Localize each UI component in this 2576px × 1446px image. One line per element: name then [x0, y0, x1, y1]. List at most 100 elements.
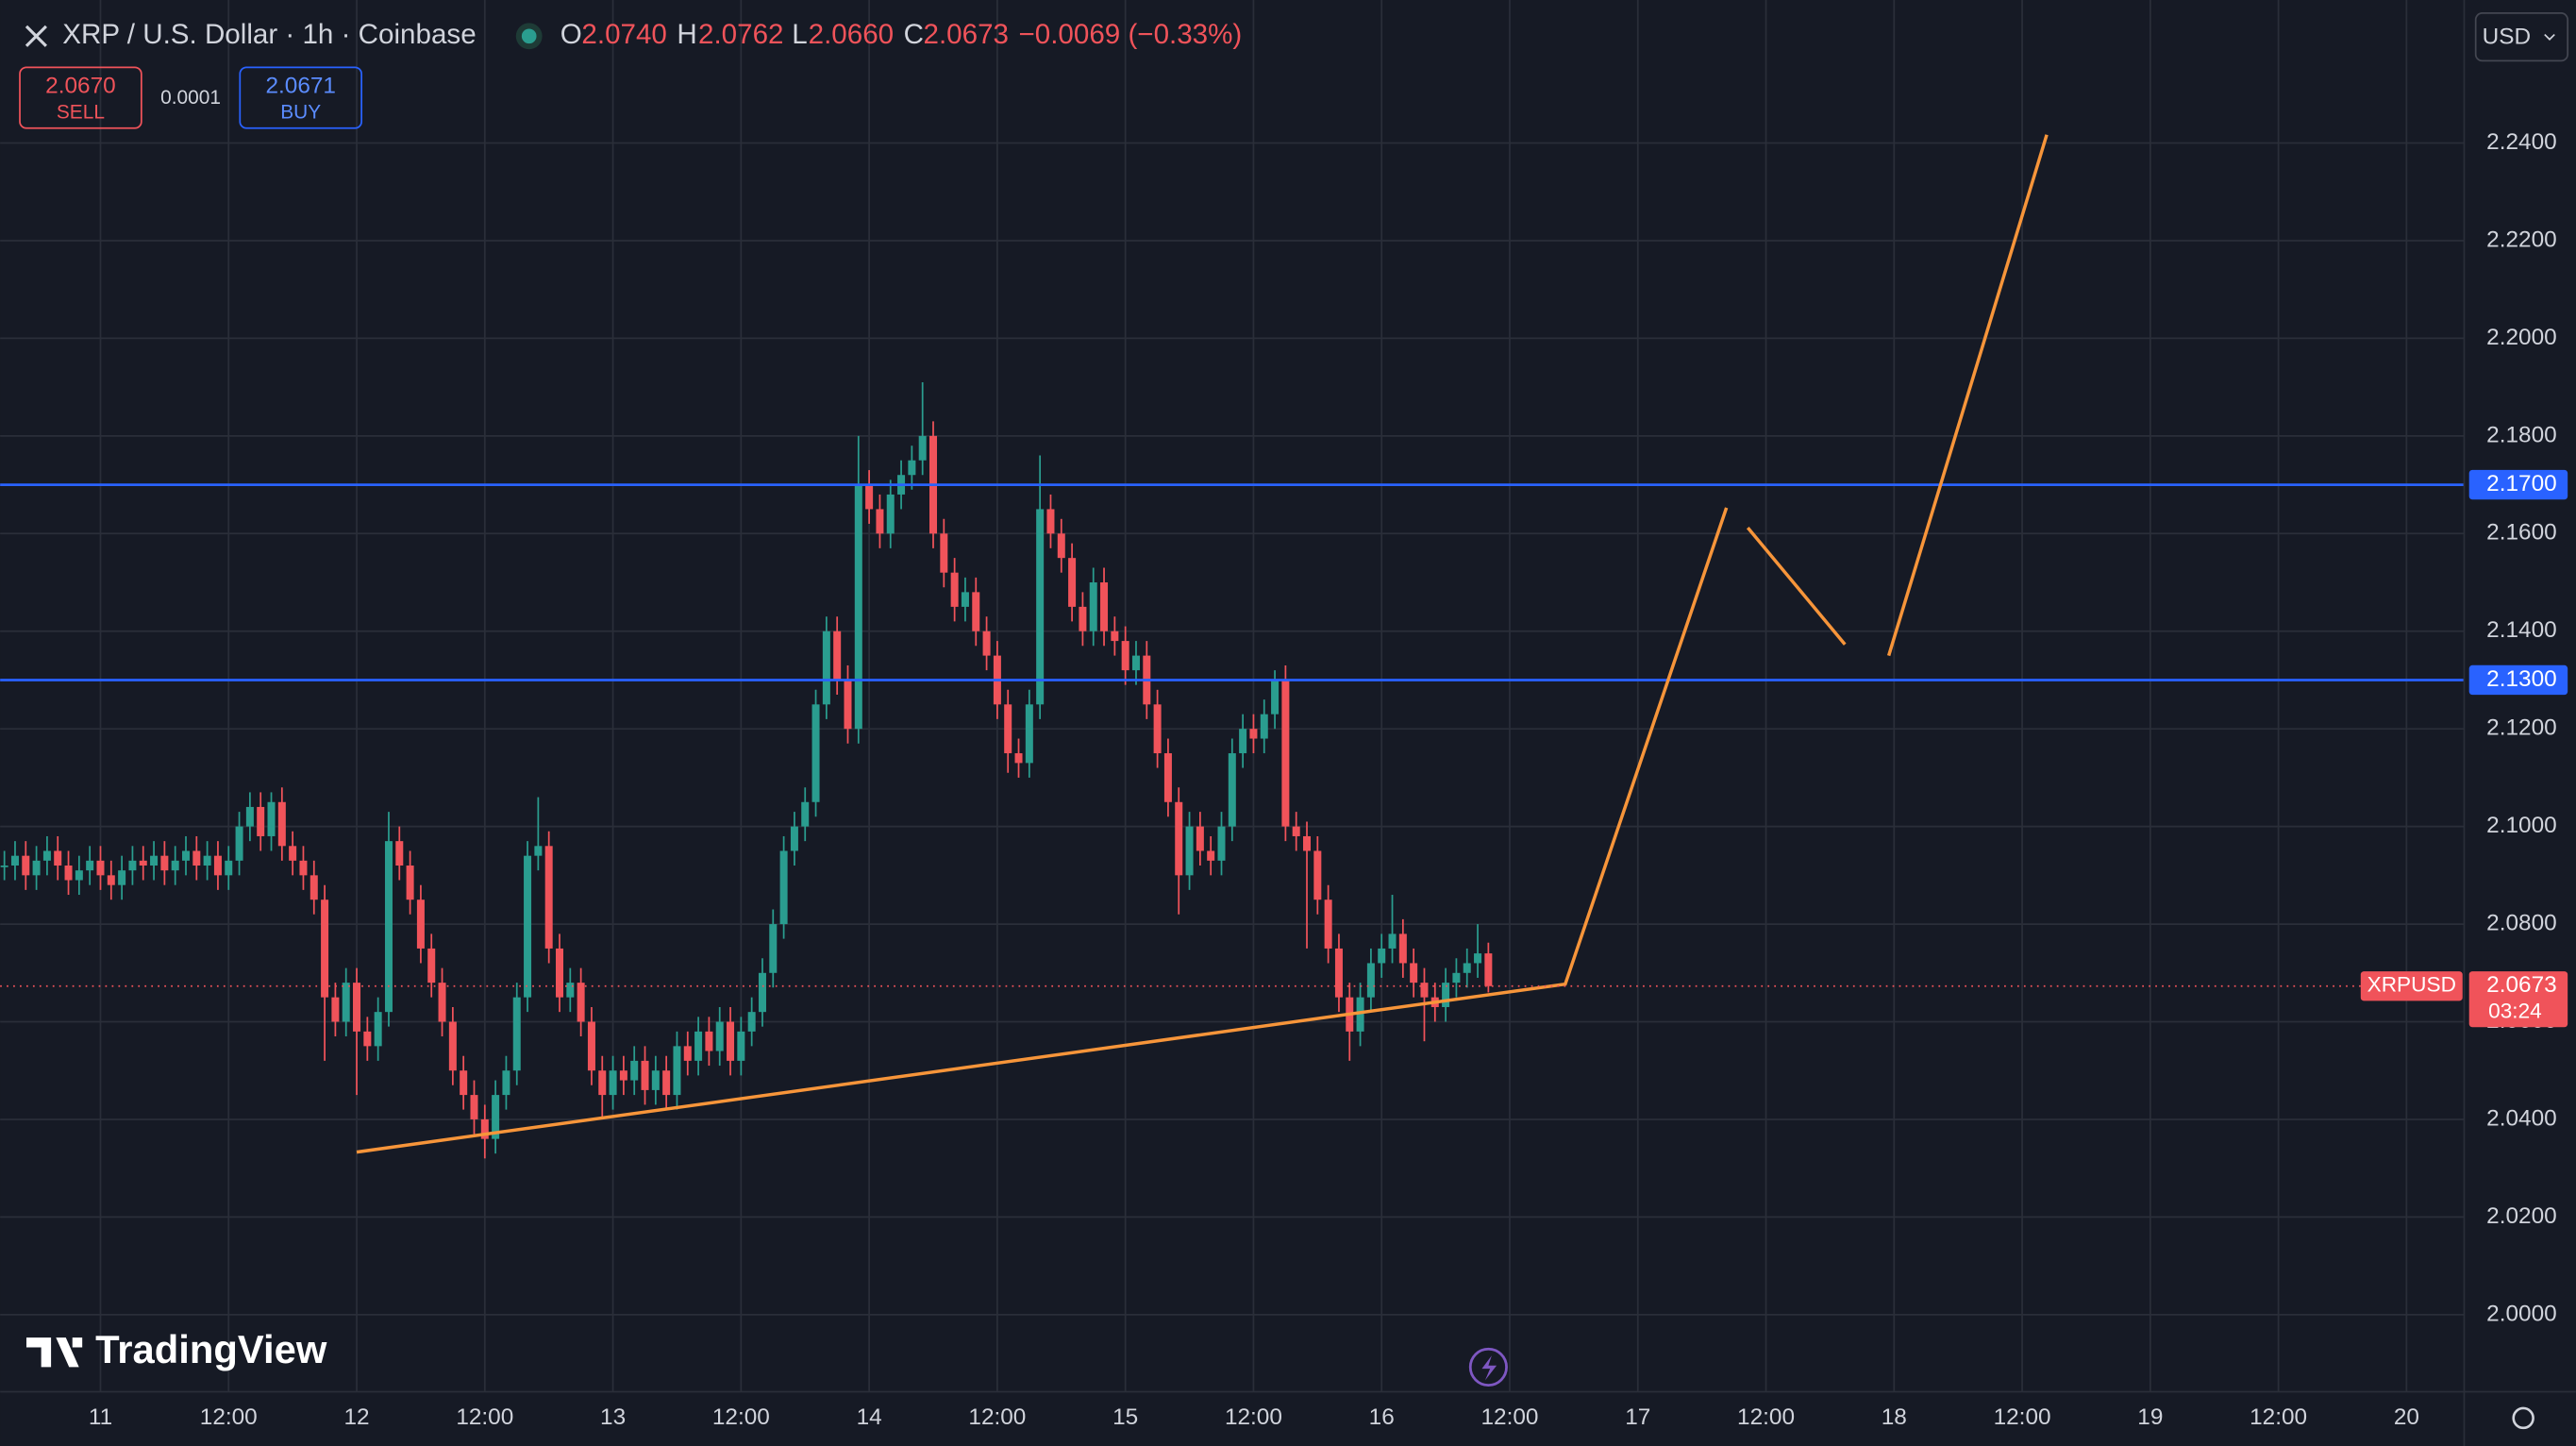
candle-body	[747, 1012, 756, 1032]
candle-body	[171, 860, 179, 871]
candle-body	[1228, 753, 1236, 827]
candle-body	[1420, 983, 1429, 998]
candle-body	[1100, 582, 1109, 631]
candle-body	[1281, 680, 1290, 827]
candle-body	[1292, 826, 1300, 836]
y-tick-label: 2.1000	[2486, 813, 2557, 838]
candle-body	[854, 484, 862, 730]
sell-button[interactable]: 2.0670 SELL	[19, 66, 142, 129]
candle-body	[139, 860, 147, 866]
candle-body	[961, 592, 969, 607]
brand-logo	[25, 1337, 83, 1368]
x-tick-label: 12:00	[456, 1404, 513, 1430]
y-tick-label: 2.1800	[2486, 422, 2557, 447]
candle-body	[128, 860, 137, 871]
candle-body	[32, 860, 41, 876]
countdown: 03:24	[2488, 1000, 2542, 1023]
candle-body	[587, 1021, 595, 1071]
candle-body	[1271, 680, 1280, 715]
y-tick-label: 2.0000	[2486, 1301, 2557, 1326]
y-tick-label: 2.0200	[2486, 1203, 2557, 1229]
candle-body	[1046, 509, 1055, 534]
candle-body	[1111, 631, 1119, 642]
x-tick-label: 18	[1882, 1404, 1907, 1430]
candle-body	[790, 826, 798, 851]
candle-body	[1217, 826, 1226, 861]
currency: USD	[2483, 24, 2531, 49]
symbol-title: XRP / U.S. Dollar · 1h · Coinbase	[62, 19, 476, 50]
candle-body	[950, 572, 959, 607]
candle-body	[1196, 826, 1204, 851]
candle-body	[107, 875, 115, 885]
candle-body	[309, 875, 318, 900]
candle-body	[1153, 704, 1162, 754]
candle-body	[267, 801, 276, 836]
candle-body	[694, 1031, 703, 1061]
candle-body	[1175, 801, 1183, 876]
y-tick-label: 2.2400	[2486, 129, 2557, 155]
candle-body	[908, 460, 916, 476]
candle-body	[22, 855, 30, 876]
candle-body	[353, 983, 361, 1032]
candle-body	[160, 855, 169, 871]
candle-body	[1068, 558, 1077, 607]
candle-body	[363, 1031, 372, 1047]
candle-body	[833, 631, 842, 681]
candle-body	[1207, 850, 1215, 861]
candle-body	[427, 948, 436, 984]
candle-body	[1079, 606, 1087, 631]
candle-body	[1410, 963, 1418, 984]
x-tick-label: 15	[1112, 1404, 1138, 1430]
y-tick-label: 2.1400	[2486, 617, 2557, 643]
plot	[0, 134, 2465, 1159]
candle-body	[1121, 641, 1129, 671]
candle-body	[406, 866, 414, 900]
candle-body	[213, 855, 222, 876]
candle-body	[727, 1021, 735, 1061]
chevron	[2544, 33, 2555, 42]
candle-body	[438, 983, 446, 1022]
candle-body	[876, 509, 884, 534]
candle-body	[972, 592, 980, 631]
trend-drawing	[1746, 526, 1847, 646]
x-tick-label: 12:00	[968, 1404, 1026, 1430]
level-tag	[2468, 664, 2568, 696]
candle-body	[715, 1021, 724, 1051]
buy-button[interactable]: 2.0671 BUY	[239, 66, 362, 129]
candle-body	[844, 680, 852, 730]
close-icon[interactable]	[25, 25, 47, 47]
candle-body	[811, 704, 820, 802]
currency-box	[2474, 12, 2569, 62]
candle-body	[502, 1070, 510, 1096]
x-tick-label: 13	[600, 1404, 626, 1430]
candle-body	[1398, 933, 1407, 964]
candle-body	[1484, 953, 1493, 986]
candle-body	[257, 806, 265, 836]
y-tick-label: 2.2000	[2486, 325, 2557, 350]
buy-price: 2.0671	[265, 74, 336, 99]
candle-body	[1313, 850, 1322, 900]
candle-body	[1014, 753, 1023, 764]
candle-body	[918, 435, 927, 461]
sell-label: SELL	[57, 102, 105, 124]
candle-body	[566, 983, 575, 998]
settings-icon[interactable]	[2512, 1406, 2534, 1430]
ohlc-value: 2.0740	[581, 19, 666, 50]
candle-body	[769, 924, 778, 973]
x-tick-label: 12:00	[200, 1404, 258, 1430]
candle-body	[1239, 729, 1247, 754]
candle-body	[555, 948, 564, 998]
candle-body	[512, 997, 521, 1071]
spread: 0.0001	[160, 87, 221, 109]
currency-select[interactable]: USD	[2474, 12, 2569, 62]
candle-body	[64, 866, 73, 881]
candle-body	[321, 900, 329, 998]
candle-body	[10, 855, 19, 866]
candle-body	[416, 900, 425, 949]
level-label: 2.1700	[2486, 471, 2557, 496]
lightning-icon[interactable]	[1468, 1347, 1508, 1387]
candle-body	[1089, 582, 1097, 631]
candle-body	[886, 494, 895, 534]
